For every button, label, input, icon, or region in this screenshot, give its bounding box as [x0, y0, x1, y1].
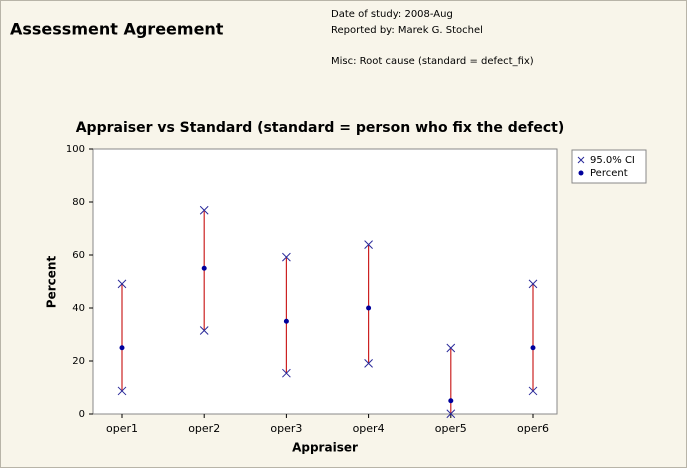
percent-point: [283, 318, 289, 324]
y-tick-label: 80: [72, 197, 85, 208]
y-tick-label: 40: [72, 303, 85, 314]
misc: Misc: Root cause (standard = defect_fix): [331, 56, 534, 67]
ci-marker: [199, 326, 209, 335]
x-tick-label: oper4: [353, 422, 385, 435]
x-tick-label: oper2: [188, 422, 220, 435]
legend-ci-marker: [577, 156, 585, 164]
x-tick-label: oper6: [517, 422, 549, 435]
ci-marker: [528, 279, 538, 289]
percent-point: [201, 265, 207, 271]
y-tick-label: 100: [66, 144, 85, 155]
x-tick-label: oper3: [270, 422, 302, 435]
ci-marker: [446, 409, 456, 419]
ci-marker: [446, 343, 456, 353]
x-tick-label: oper5: [435, 422, 467, 435]
ci-marker: [282, 252, 291, 262]
ci-marker: [528, 386, 538, 396]
percent-point: [119, 345, 125, 351]
ci-marker: [364, 240, 373, 250]
legend: [571, 149, 647, 184]
percent-point: [448, 398, 454, 404]
x-tick-label: oper1: [106, 422, 138, 435]
y-tick-label: 60: [72, 250, 85, 261]
percent-point: [530, 345, 536, 351]
ci-marker: [117, 279, 127, 289]
ci-marker: [282, 368, 291, 378]
date: Date of study: 2008-Aug: [331, 9, 453, 20]
reported-by: Reported by: Marek G. Stochel: [331, 25, 483, 36]
legend-label: Percent: [590, 168, 628, 179]
y-tick-label: 20: [72, 356, 85, 367]
plot-area: [92, 148, 558, 415]
chart-title: Appraiser vs Standard (standard = person…: [76, 120, 565, 136]
x-axis-label: Appraiser: [292, 441, 358, 455]
ci-marker: [364, 359, 373, 368]
legend-percent-marker: [578, 170, 584, 176]
percent-point: [366, 305, 372, 311]
y-tick-label: 0: [79, 409, 85, 420]
page-title: Assessment Agreement: [10, 20, 224, 39]
y-axis-label: Percent: [45, 256, 59, 309]
ci-marker: [117, 386, 127, 396]
legend-label: 95.0% CI: [590, 155, 635, 166]
ci-marker: [199, 205, 209, 215]
